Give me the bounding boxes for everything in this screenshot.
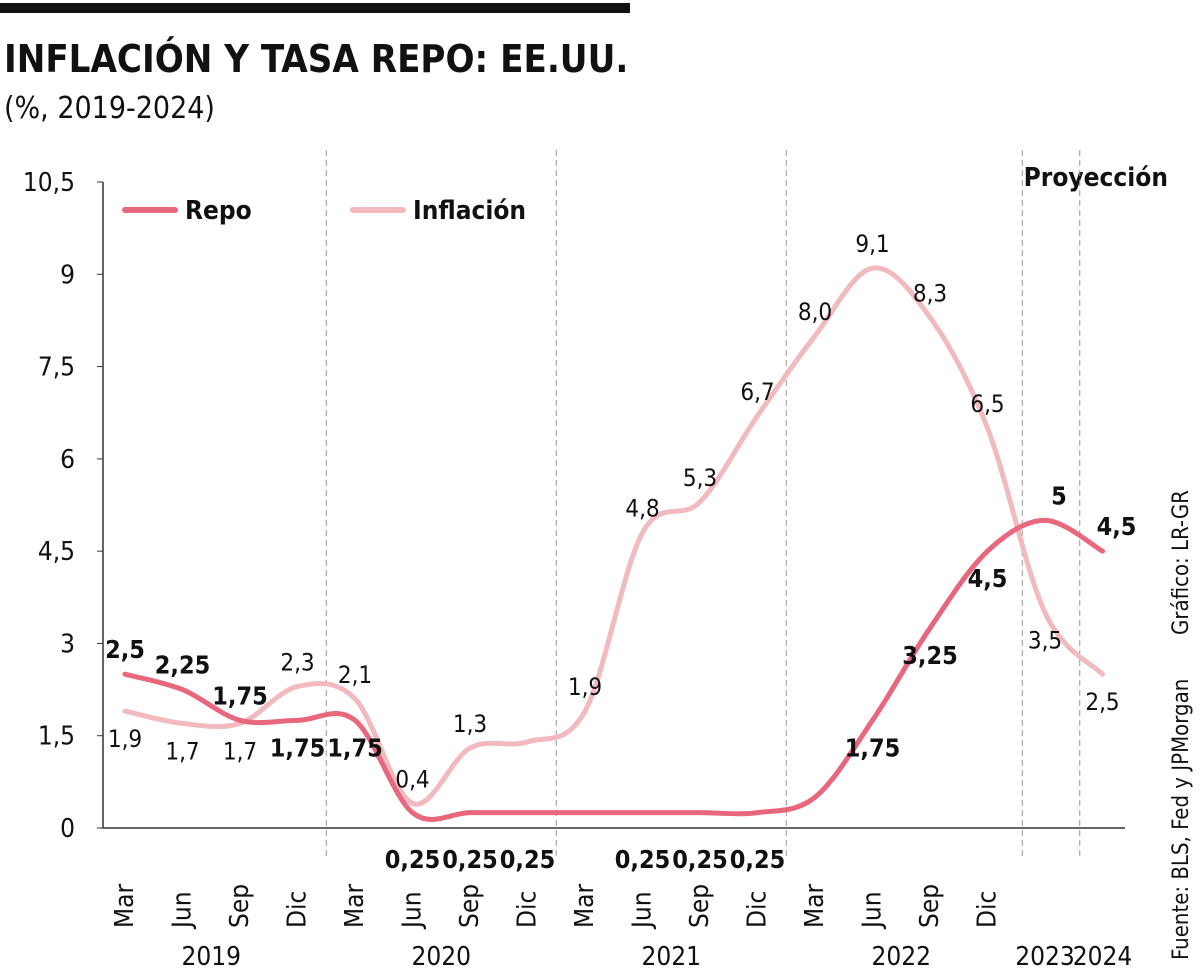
value-label: 3,25 (902, 641, 958, 670)
y-tick-label: 4,5 (38, 537, 75, 567)
x-tick-label: Jun (168, 891, 198, 930)
x-tick-label: Jun (628, 891, 658, 930)
line (122, 265, 1105, 807)
x-group-label: 2023 (1015, 942, 1075, 972)
x-tick-label: Dic (283, 891, 313, 928)
value-label: 0,25 (500, 845, 556, 874)
x-group-label: 2024 (1073, 942, 1133, 972)
y-tick-label: 1,5 (38, 722, 75, 752)
value-label: 0,4 (395, 765, 429, 793)
value-label: 6,7 (740, 378, 774, 406)
value-label: 1,75 (212, 681, 268, 710)
value-label: 1,3 (453, 710, 487, 738)
value-label: 1,9 (108, 725, 142, 753)
line (122, 517, 1105, 822)
chart-title: INFLACIÓN Y TASA REPO: EE.UU. (4, 37, 628, 81)
value-label: 1,75 (270, 733, 326, 762)
y-tick-label: 3 (60, 629, 75, 659)
x-tick-label: Dic (513, 891, 543, 928)
y-tick-label: 7,5 (38, 353, 75, 383)
y-tick-label: 0 (60, 814, 75, 844)
value-label: 1,9 (568, 673, 602, 701)
legend-label: Inflación (413, 196, 526, 226)
value-label: 5,3 (683, 464, 717, 492)
value-label: 4,8 (625, 495, 659, 523)
value-label: 2,1 (338, 661, 372, 689)
projection-label: Proyección (1024, 163, 1168, 193)
value-label: 4,5 (968, 564, 1008, 593)
x-tick-label: Sep (685, 884, 715, 928)
value-label: 8,0 (798, 298, 832, 326)
value-label: 2,25 (155, 651, 211, 680)
value-label: 0,25 (615, 845, 671, 874)
x-tick-label: Jun (398, 891, 428, 930)
x-tick-label: Jun (858, 891, 888, 930)
value-label: 6,5 (970, 390, 1004, 418)
y-tick-label: 6 (60, 445, 75, 475)
x-tick-label: Dic (743, 891, 773, 928)
value-label: 9,1 (855, 230, 889, 258)
value-label: 8,3 (913, 279, 947, 307)
credit: Gráfico: LR-GR (1169, 490, 1194, 635)
value-label: 1,7 (165, 737, 199, 765)
top-bar (0, 3, 630, 13)
value-label: 2,5 (1085, 688, 1119, 716)
y-tick-label: 9 (60, 260, 75, 290)
value-label: 0,25 (730, 845, 786, 874)
value-label: 0,25 (442, 845, 498, 874)
x-tick-label: Mar (110, 883, 140, 928)
value-label: 1,75 (845, 733, 901, 762)
value-label: 4,5 (1097, 512, 1137, 541)
value-label: 1,75 (327, 733, 383, 762)
x-tick-label: Dic (973, 891, 1003, 928)
x-group-label: 2021 (641, 942, 701, 972)
value-label: 0,25 (385, 845, 441, 874)
x-tick-label: Mar (800, 883, 830, 928)
x-tick-label: Sep (915, 884, 945, 928)
x-tick-label: Sep (455, 884, 485, 928)
value-label: 2,3 (280, 648, 314, 676)
legend-label: Repo (185, 196, 252, 226)
value-label: 1,7 (223, 737, 257, 765)
value-label: 3,5 (1028, 627, 1062, 655)
x-tick-label: Mar (340, 883, 370, 928)
x-group-label: 2020 (411, 942, 471, 972)
value-label: 2,5 (105, 635, 145, 664)
value-label: 5 (1051, 481, 1067, 510)
chart-subtitle: (%, 2019-2024) (4, 91, 215, 126)
x-tick-label: Sep (225, 884, 255, 928)
x-tick-label: Mar (570, 883, 600, 928)
value-label: 0,25 (672, 845, 728, 874)
source: Fuente: BLS, Fed y JPMorgan (1169, 679, 1194, 960)
x-group-label: 2019 (181, 942, 241, 972)
y-tick-label: 10,5 (23, 168, 75, 198)
x-group-label: 2022 (871, 942, 931, 972)
